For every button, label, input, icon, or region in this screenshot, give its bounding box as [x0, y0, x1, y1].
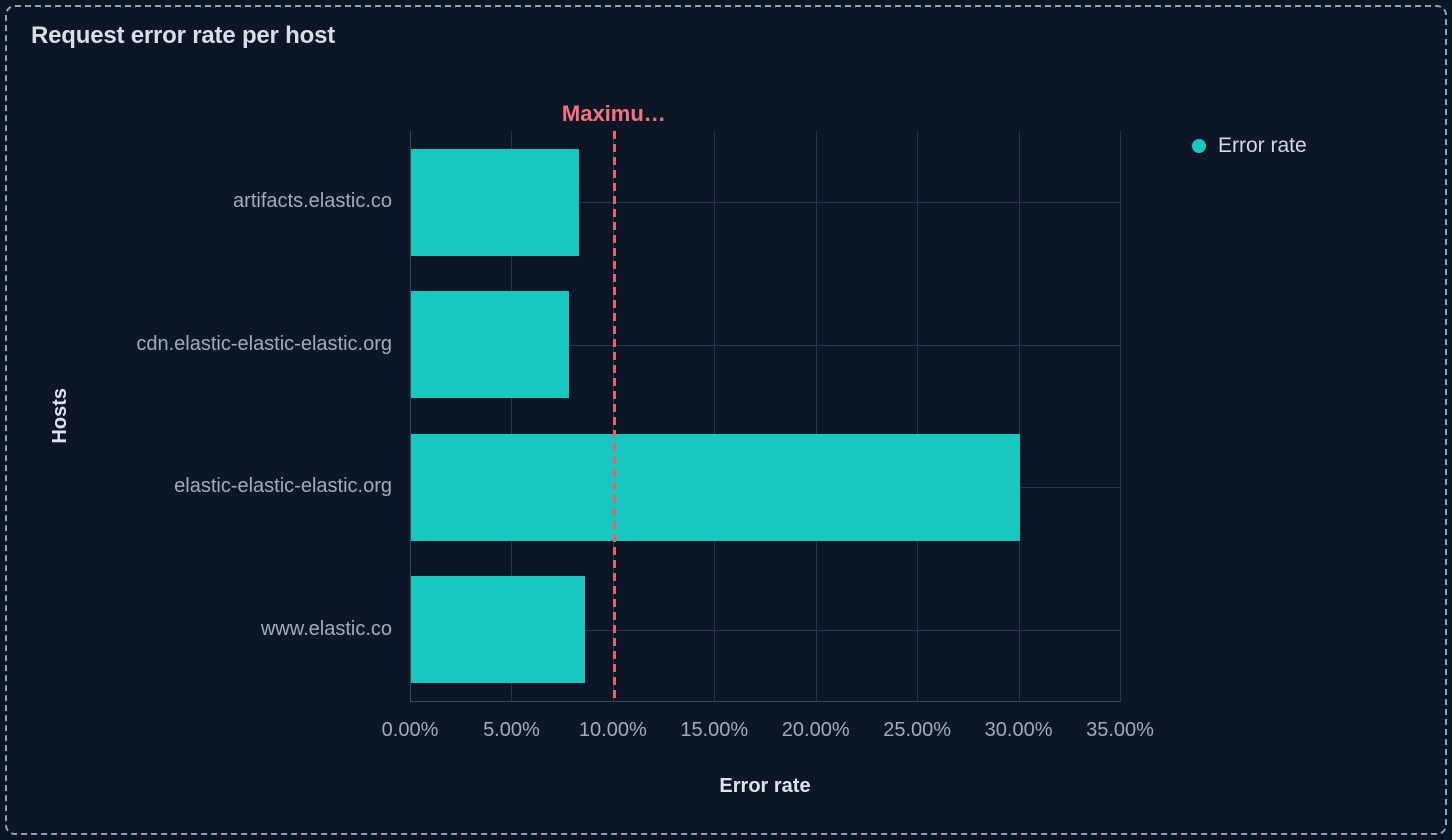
y-axis-label: cdn.elastic-elastic-elastic.org: [136, 332, 392, 355]
y-axis-label: elastic-elastic-elastic.org: [174, 475, 392, 498]
vertical-gridline: [815, 131, 817, 701]
bar-cdn.elastic-elastic-elastic.org[interactable]: [411, 291, 570, 399]
x-axis-tick-label: 35.00%: [1086, 719, 1154, 741]
x-axis-tick-label: 30.00%: [984, 719, 1053, 741]
vertical-gridline: [917, 131, 919, 701]
plot-area: Maximu…: [410, 101, 1121, 702]
horizontal-gridline: [411, 629, 1121, 631]
panel-title: Request error rate per host: [31, 22, 336, 49]
chart-panel[interactable]: Request error rate per host Hosts artifa…: [5, 5, 1447, 835]
horizontal-gridline: [411, 202, 1121, 204]
x-axis-tick-label: 10.00%: [578, 719, 647, 741]
vertical-gridline: [1018, 131, 1020, 701]
legend-item-label: Error rate: [1218, 134, 1307, 157]
bar-elastic-elastic-elastic.org[interactable]: [411, 433, 1020, 541]
vertical-gridline: [1120, 131, 1121, 701]
y-axis-label: artifacts.elastic.co: [233, 190, 392, 213]
bar-artifacts.elastic.co[interactable]: [411, 148, 580, 256]
x-axis-title: Error rate: [719, 775, 811, 797]
reference-line-label: Maximu…: [561, 101, 666, 126]
vertical-gridline: [511, 131, 513, 701]
horizontal-gridline: [411, 344, 1121, 346]
x-axis-tick-label: 20.00%: [781, 719, 850, 741]
legend-item-error-rate[interactable]: Error rate: [1192, 134, 1307, 158]
x-axis-tick-label: 25.00%: [883, 719, 952, 741]
legend-color-dot: [1192, 139, 1206, 153]
vertical-gridline: [714, 131, 716, 701]
bar-www.elastic.co[interactable]: [411, 576, 586, 684]
x-axis-tick-label: 5.00%: [483, 719, 540, 741]
x-axis-tick-label: 0.00%: [381, 719, 439, 741]
x-axis-tick-label: 15.00%: [680, 719, 749, 741]
y-axis-label: www.elastic.co: [260, 617, 392, 640]
y-axis-labels: artifacts.elastic.co cdn.elastic-elastic-…: [27, 131, 392, 701]
x-axis-tick-labels: 0.00% 5.00% 10.00% 15.00% 20.00% 25.00% 30.00%…: [382, 719, 1154, 745]
reference-line: [612, 131, 616, 701]
